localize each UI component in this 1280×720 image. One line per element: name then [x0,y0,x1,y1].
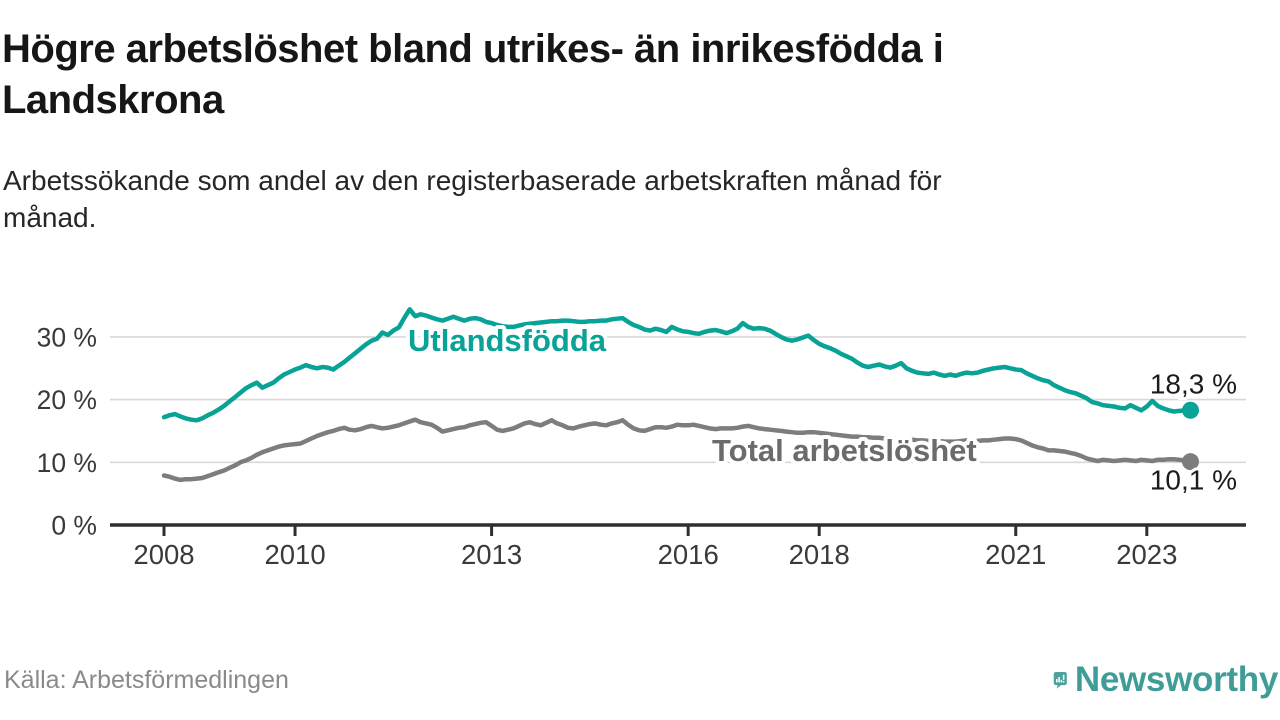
x-tick-label-2008: 2008 [133,539,194,570]
series-line-0 [161,307,1193,423]
series-end-dot-0 [1181,401,1199,419]
x-tick-label-2021: 2021 [985,539,1046,570]
logo-bubble-shape [1053,672,1067,689]
newsworthy-wordmark: Newsworthy [1074,660,1278,699]
x-tick-label-2018: 2018 [789,539,850,570]
series-end-value-0: 18,3 % [1150,368,1237,399]
page-title: Högre arbetslöshet bland utrikes- än inr… [2,24,1272,126]
page-title-line-2: Landskrona [2,78,224,122]
chart-subtitle-line-2: månad. [3,202,97,233]
page-title-line-1: Högre arbetslöshet bland utrikes- än inr… [2,27,944,71]
chart-subtitle-line-1: Arbetssökande som andel av den registerb… [3,165,942,196]
logo-bar-2 [1058,676,1060,683]
y-axis-label-0: 0 % [51,511,97,541]
unemployment-line-chart: 0 % 10 % 20 % 30 % 2008 2010 2013 2016 2018 2021 2… [37,307,1246,570]
logo-exclamation-bar [1062,674,1065,680]
y-axis-label-20: 20 % [37,385,97,415]
series-end-value-1: 10,1 % [1150,465,1237,496]
x-tick-label-2013: 2013 [461,539,522,570]
newsworthy-logo[interactable]: Newsworthy [1052,648,1278,712]
series-end-dot-1 [1181,453,1199,471]
logo-bar-3 [1060,679,1063,683]
x-tick-label-2016: 2016 [658,539,719,570]
series-label-1: Total arbetslöshet [712,433,977,468]
chart-subtitle: Arbetssökande som andel av den registerb… [3,162,1273,236]
source-note: Källa: Arbetsförmedlingen [4,666,289,694]
logo-exclamation-dot [1062,680,1065,683]
x-tick-label-2010: 2010 [264,539,325,570]
newsworthy-logo-icon [1053,672,1067,689]
series-line-1 [161,417,1193,483]
logo-bar-1 [1055,678,1058,683]
x-tick-label-2023: 2023 [1116,539,1177,570]
y-axis-label-10: 10 % [37,448,97,478]
series-label-0: Utlandsfödda [408,323,607,358]
y-axis-label-30: 30 % [37,322,97,352]
